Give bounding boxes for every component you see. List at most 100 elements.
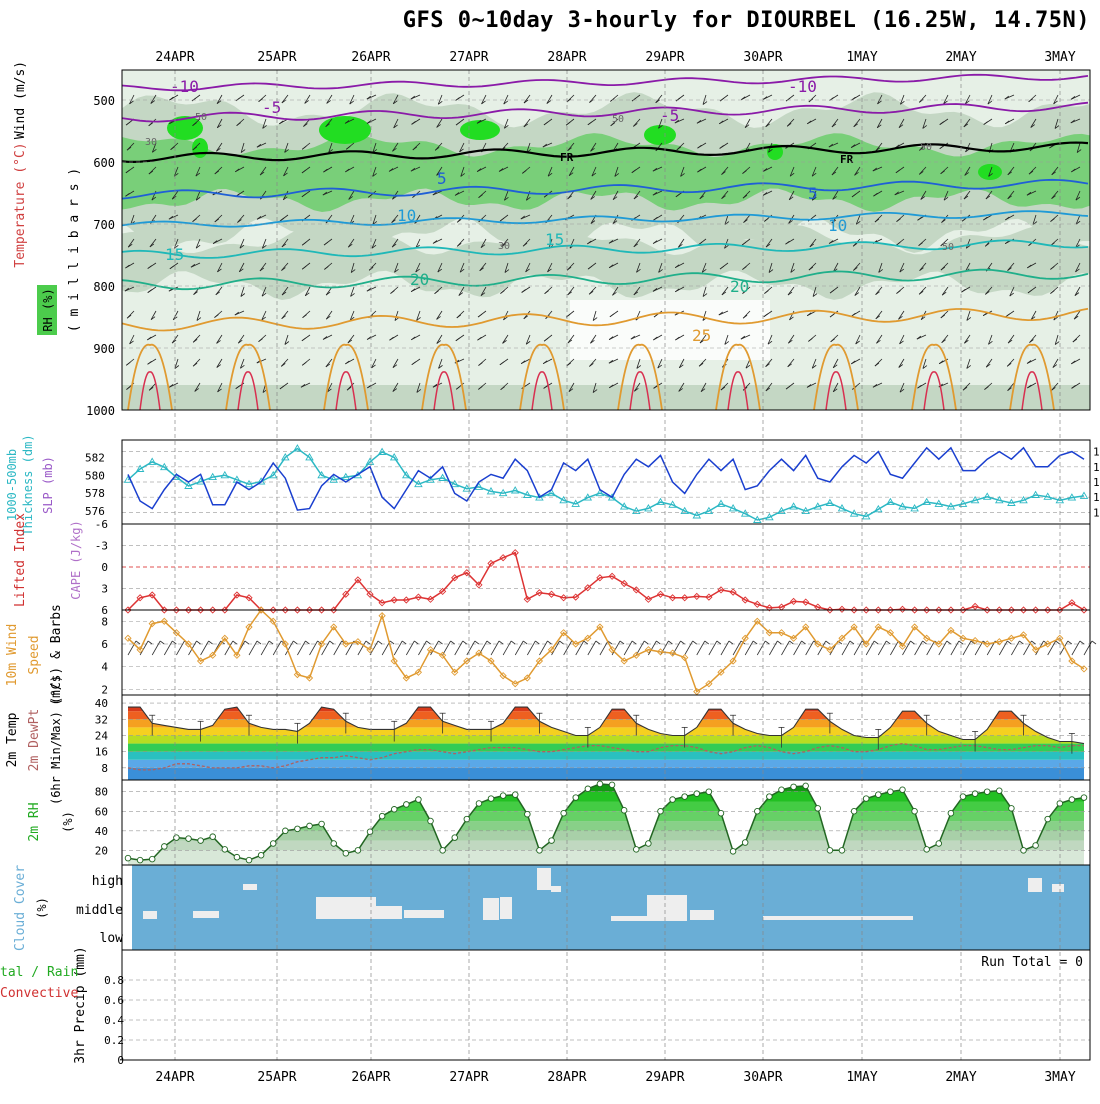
wind-barb: [196, 310, 201, 321]
wind-barb-flag: [1007, 339, 1013, 344]
thickness-point: [220, 470, 230, 479]
wind-barb-flag: [372, 173, 377, 177]
wind-barb-flag: [168, 384, 174, 388]
date-label-top: 27APR: [449, 50, 488, 65]
rh-band: [128, 791, 1084, 802]
wind-barb-flag: [896, 290, 901, 294]
cape-axis-label: CAPE (J/kg): [69, 520, 83, 599]
thickness-point: [535, 493, 544, 501]
wind-barb-flag: [169, 96, 174, 101]
surface-wind-barb: [224, 640, 234, 656]
wind-barb-flag: [1009, 292, 1014, 297]
wind-barb-flag: [983, 121, 988, 125]
wind-barb-flag: [1026, 191, 1032, 196]
rh2m-point: [403, 801, 410, 808]
surface-wind-barb-flag: [1031, 640, 1036, 645]
wind-speed-point: [1031, 646, 1040, 654]
wind-barb-flag: [148, 122, 153, 127]
wind-barb-flag: [961, 217, 967, 222]
wind-barb-flag: [988, 173, 993, 177]
wind-barb-flag: [192, 218, 197, 222]
wind-barb-flag: [543, 121, 549, 126]
wind-barb: [592, 382, 597, 393]
rh-bright-patch: [319, 116, 371, 144]
surface-wind-barb-flag: [414, 640, 419, 645]
wind-barb-flag: [129, 100, 134, 105]
rh-tick-label: 60: [95, 805, 108, 818]
wind-barb-flag: [719, 145, 724, 149]
wind-barb-flag: [1051, 387, 1056, 391]
lifted-index-markers: [124, 549, 1088, 614]
wind-barb-flag: [325, 363, 331, 368]
wind-barb: [416, 310, 421, 321]
wind-barb-flag: [547, 172, 553, 177]
wind-barb-flag: [853, 267, 858, 271]
temp-tick-label: 16: [95, 746, 108, 759]
wind-tick-label: 4: [101, 661, 108, 674]
wind-speed-point: [475, 649, 483, 657]
rh2m-point: [778, 786, 785, 794]
wind-barb: [768, 262, 773, 273]
rh-band: [128, 840, 1084, 851]
surface-wind-barb: [502, 640, 512, 656]
wind-barb: [966, 358, 971, 369]
wind-speed-point: [172, 629, 181, 637]
wind-barb-flag: [790, 269, 796, 273]
wind-barb: [504, 262, 509, 273]
wind-barb-flag: [943, 100, 948, 105]
thickness-point: [365, 457, 375, 465]
wind-barb-flag: [1071, 168, 1076, 173]
rh-tick-label: 20: [95, 844, 108, 857]
wind-barb-flag: [896, 218, 901, 222]
wind-barb: [567, 190, 575, 200]
wind-barb-flag: [812, 196, 817, 201]
wind-barb-flag: [236, 122, 241, 127]
wind-barb-flag: [325, 315, 331, 320]
rh2m-point: [790, 783, 797, 791]
wind-barb-flag: [830, 338, 835, 343]
wind-barb-flag: [281, 315, 286, 320]
thickness-point: [498, 488, 508, 497]
contour-label: -5: [660, 106, 679, 125]
temp2m-axis-label: 2m Temp: [5, 712, 20, 767]
thickness-point: [910, 504, 919, 512]
wind-barb-flag: [212, 240, 218, 244]
lifted-index-point: [656, 590, 665, 598]
surface-wind-barb-flag: [1067, 640, 1073, 645]
wind-barb: [987, 94, 993, 105]
wind-barb: [878, 262, 883, 273]
wind-barb-flag: [652, 240, 658, 244]
wind-barb-flag: [126, 146, 132, 151]
surface-wind-barb-flag: [789, 640, 794, 645]
wind-barb-flag: [941, 291, 947, 296]
wind-barb-flag: [961, 288, 966, 293]
lifted-index-point: [584, 584, 592, 592]
wind-barb-flag: [216, 364, 222, 368]
wind-barb: [392, 382, 399, 392]
wind-barb-flag: [832, 196, 837, 200]
wind-barb: [636, 358, 641, 369]
wind-barb-flag: [567, 147, 572, 152]
wind-barb-flag: [148, 386, 154, 391]
thickness-point: [632, 506, 641, 515]
wind-barb-flag: [899, 388, 905, 393]
lifted-index-point: [366, 590, 374, 598]
isotherm-30-loop: [617, 343, 663, 411]
wind-speed-point: [862, 640, 870, 648]
surface-wind-barb-flag: [644, 640, 649, 645]
wind-barb-flag: [742, 314, 748, 319]
wind-barb-flag: [719, 97, 725, 102]
wind-speed-point: [620, 657, 628, 665]
pressure-tick-label: 700: [93, 218, 115, 232]
wind-barb: [811, 358, 817, 369]
wind-barb-flag: [678, 388, 683, 392]
surface-wind-barb: [333, 640, 343, 656]
wind-barb-flag: [696, 119, 702, 124]
lifted-index-point: [1007, 606, 1016, 614]
wind-barb-flag: [832, 364, 838, 369]
rh2m-point: [826, 847, 834, 854]
wind-barb-flag: [366, 95, 372, 100]
rh2m-point: [245, 856, 253, 864]
run-total-label: Run Total = 0: [981, 955, 1083, 970]
